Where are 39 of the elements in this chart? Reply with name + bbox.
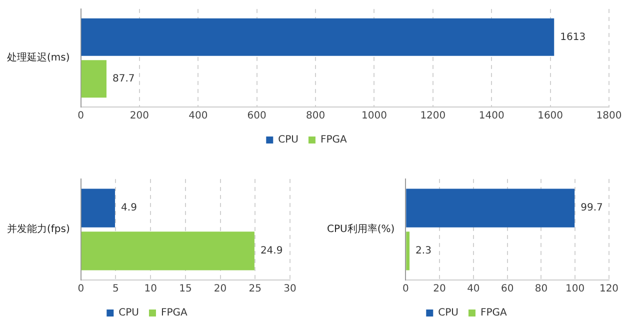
x-tick-label: 5 <box>112 284 119 295</box>
x-tick-label: 0 <box>78 284 84 295</box>
legend-label: FPGA <box>480 308 508 319</box>
legend-label: FPGA <box>320 134 348 146</box>
y-tick-label: 并发能力(fps) <box>6 223 70 236</box>
x-tick-label: 0 <box>78 110 84 122</box>
y-tick-label: 处理延迟(ms) <box>6 52 70 64</box>
data-label: 87.7 <box>112 73 135 84</box>
data-label: 4.9 <box>121 202 137 214</box>
x-tick-label: 1000 <box>361 110 387 122</box>
legend-label: FPGA <box>160 308 188 319</box>
x-tick-label: 800 <box>306 110 326 122</box>
x-tick-label: 40 <box>467 284 480 295</box>
x-tick-label: 1800 <box>596 110 622 122</box>
x-tick-label: 20 <box>214 284 227 295</box>
x-tick-label: 400 <box>188 110 208 122</box>
x-tick-label: 120 <box>599 284 619 295</box>
x-tick-label: 200 <box>130 110 149 122</box>
x-tick-label: 0 <box>402 284 409 295</box>
legend-label: CPU <box>118 308 139 319</box>
x-tick-label: 25 <box>248 284 262 295</box>
x-tick-label: 80 <box>534 284 548 295</box>
data-label: 99.7 <box>580 202 603 214</box>
x-tick-label: 1600 <box>538 110 564 122</box>
legend-label: CPU <box>278 134 298 146</box>
x-tick-label: 600 <box>247 110 266 122</box>
data-label: 1613 <box>560 32 586 43</box>
y-tick-label: CPU利用率(%) <box>326 223 395 236</box>
x-tick-label: 100 <box>566 284 585 295</box>
data-label: 24.9 <box>260 246 283 257</box>
x-tick-label: 1200 <box>420 110 446 122</box>
legend-label: CPU <box>438 308 458 319</box>
x-tick-label: 10 <box>144 284 157 295</box>
data-label: 2.3 <box>416 246 432 257</box>
x-tick-label: 60 <box>500 284 514 295</box>
x-tick-label: 20 <box>433 284 446 295</box>
x-tick-label: 15 <box>179 284 192 295</box>
x-tick-label: 30 <box>284 284 296 295</box>
x-tick-label: 1400 <box>478 110 504 122</box>
